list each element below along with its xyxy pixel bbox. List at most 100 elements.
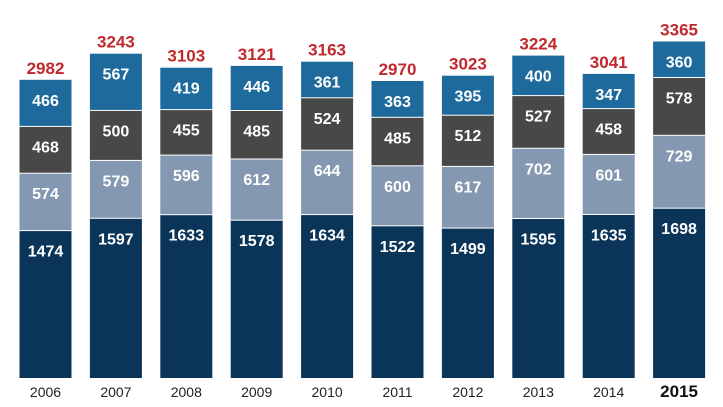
bar-segment-2010-2 (301, 97, 354, 151)
total-label-2015: 3365 (660, 21, 698, 40)
bar-segment-2012-2 (441, 115, 494, 167)
segment-value-label: 1634 (309, 228, 345, 245)
bar-segment-2010-0 (301, 214, 354, 378)
bar-segment-2011-1 (371, 165, 424, 226)
segment-value-label: 485 (384, 130, 411, 147)
x-tick-label-2009: 2009 (241, 384, 272, 400)
segment-divider (582, 108, 635, 110)
bar-segment-2009-2 (230, 110, 283, 159)
segment-divider (653, 77, 706, 78)
total-label-2008: 3103 (167, 47, 205, 66)
segment-divider (441, 114, 494, 116)
segment-value-label: 1578 (239, 233, 275, 250)
segment-value-label: 729 (666, 148, 693, 165)
segment-value-label: 363 (384, 94, 411, 111)
segment-divider (653, 207, 706, 209)
bar-segment-2013-3 (512, 55, 565, 96)
x-tick-label-2007: 2007 (100, 384, 131, 400)
total-label-2010: 3163 (308, 41, 346, 60)
segment-value-label: 524 (314, 111, 341, 128)
segment-value-label: 395 (455, 89, 482, 106)
segment-divider (160, 154, 213, 156)
bars-layer (19, 41, 706, 378)
total-label-2009: 3121 (238, 45, 276, 64)
segment-divider (230, 158, 283, 160)
segment-value-label: 527 (525, 109, 552, 126)
bar-segment-2013-1 (512, 148, 565, 219)
total-label-2007: 3243 (97, 33, 135, 52)
segment-value-label: 579 (103, 173, 130, 190)
bar-segment-2010-1 (301, 150, 354, 215)
segment-value-label: 1635 (591, 228, 627, 245)
total-label-2012: 3023 (449, 55, 487, 74)
x-tick-label-2011: 2011 (382, 384, 412, 400)
segment-value-label: 600 (384, 179, 411, 196)
segment-value-label: 1698 (661, 221, 697, 238)
totals-layer: 2982 3243 3103 3121 3163 2970 3023 3224 3041 3365 (27, 21, 698, 80)
bar-segment-2007-2 (89, 110, 142, 161)
segment-value-label: 455 (173, 123, 200, 140)
segment-divider (89, 217, 142, 219)
total-label-2006: 2982 (27, 59, 65, 78)
x-tick-label-2008: 2008 (171, 384, 202, 400)
segment-divider (582, 214, 635, 215)
total-label-2011: 2970 (379, 60, 417, 79)
x-tick-label-2014: 2014 (593, 384, 624, 400)
bar-segment-2006-2 (19, 126, 72, 174)
segment-divider (160, 109, 213, 111)
segment-divider (89, 159, 142, 161)
x-tick-label-2013: 2013 (523, 384, 554, 400)
segment-value-label: 512 (455, 128, 482, 145)
bar-segment-2013-0 (512, 218, 565, 378)
bar-segment-2014-0 (582, 214, 635, 378)
segment-divider (512, 95, 565, 97)
segment-value-label: 1499 (450, 241, 486, 258)
bar-segment-2011-2 (371, 117, 424, 166)
bar-segment-2015-1 (653, 135, 706, 209)
x-tick-label-2015: 2015 (660, 382, 698, 401)
bar-segment-2015-0 (653, 208, 706, 378)
segment-value-label: 347 (595, 87, 622, 104)
segment-value-label: 1595 (521, 232, 557, 249)
segment-divider (301, 214, 354, 216)
segment-value-label: 500 (103, 123, 130, 140)
segment-value-label: 1597 (98, 231, 134, 248)
segment-labels-layer: 1474 574 468 466 1597 579 500 567 1633 596 455 419 1… (28, 55, 697, 261)
bar-segment-2006-1 (19, 173, 72, 231)
segment-divider (441, 227, 494, 229)
segment-value-label: 702 (525, 161, 552, 178)
x-axis-ticks: 2006 2007 2008 2009 2010 2011 2012 2013 2014 2015 (30, 382, 698, 401)
bar-segment-2008-1 (160, 155, 213, 215)
bar-segment-2015-3 (653, 41, 706, 78)
bar-segment-2008-2 (160, 109, 213, 156)
segment-value-label: 485 (243, 124, 270, 141)
segment-value-label: 567 (103, 67, 130, 84)
bar-segment-2007-3 (89, 53, 142, 111)
segment-value-label: 1633 (169, 228, 205, 245)
x-tick-label-2012: 2012 (452, 384, 483, 400)
segment-value-label: 574 (32, 186, 59, 203)
bar-segment-2012-3 (441, 75, 494, 116)
x-tick-label-2006: 2006 (30, 384, 61, 400)
bar-segment-2008-0 (160, 214, 213, 378)
segment-value-label: 612 (243, 172, 270, 189)
segment-value-label: 466 (32, 93, 59, 110)
segment-value-label: 601 (595, 167, 622, 184)
bar-segment-2014-3 (582, 73, 635, 109)
segment-value-label: 578 (666, 91, 693, 108)
segment-value-label: 468 (32, 139, 59, 156)
segment-value-label: 1522 (380, 239, 416, 256)
segment-value-label: 419 (173, 81, 200, 98)
total-label-2013: 3224 (519, 35, 557, 54)
bar-segment-2014-1 (582, 154, 635, 215)
bar-segment-2012-0 (441, 228, 494, 378)
bar-segment-2008-3 (160, 67, 213, 110)
bar-segment-2013-2 (512, 95, 565, 149)
bar-segment-2009-3 (230, 65, 283, 111)
segment-divider (512, 147, 565, 149)
segment-value-label: 360 (666, 55, 693, 72)
bar-segment-2009-1 (230, 159, 283, 221)
segment-value-label: 617 (455, 179, 482, 196)
segment-divider (160, 214, 213, 216)
